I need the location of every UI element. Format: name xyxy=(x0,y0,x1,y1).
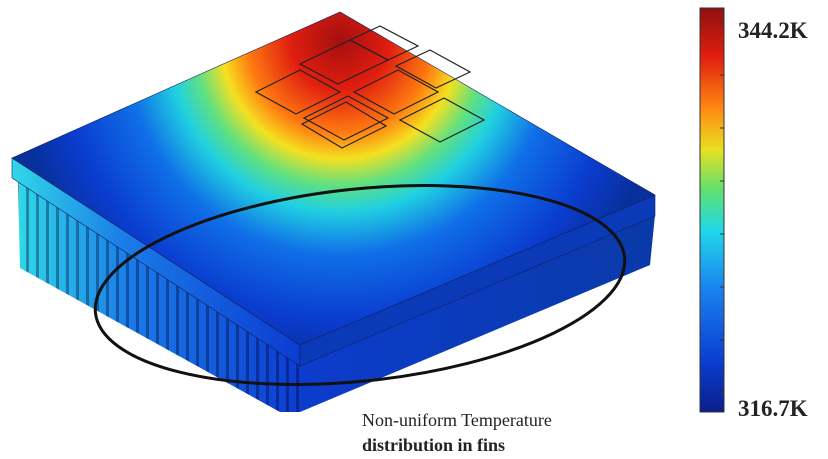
colorbar-max-label: 344.2K xyxy=(738,18,808,43)
colorbar: 344.2K 316.7K xyxy=(700,8,808,421)
annotation-line: Non-uniform Temperature xyxy=(362,410,552,430)
colorbar-min-label: 316.7K xyxy=(738,396,808,421)
annotation-line: distribution in fins xyxy=(362,435,505,455)
colorbar-scale xyxy=(700,8,724,412)
heat-sink xyxy=(12,12,655,412)
figure: 344.2K 316.7K Non-uniform Temperature di… xyxy=(0,0,828,459)
